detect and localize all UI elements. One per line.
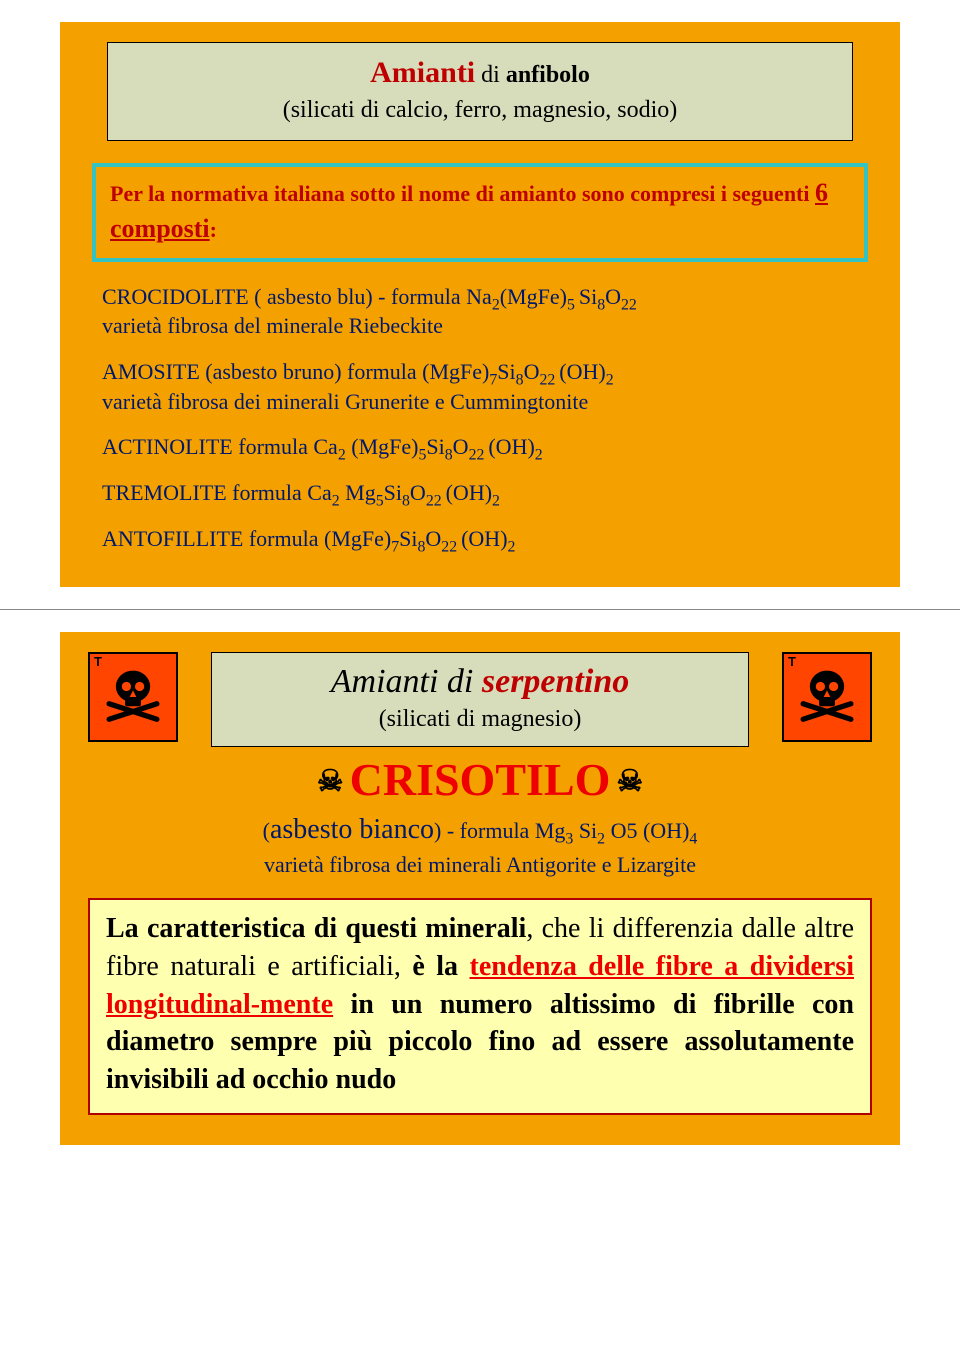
mineral-tremolite: TREMOLITE formula Ca2 Mg5Si8O22 (OH)2 [102,478,858,508]
title-subtitle: (silicati di calcio, ferro, magnesio, so… [283,97,678,123]
mineral-crocidolite: CROCIDOLITE ( asbesto blu) - formula Na2… [102,282,858,341]
characteristic-box: La caratteristica di questi minerali, ch… [88,898,872,1115]
hazard-badge-left: T [88,652,178,742]
title-emphasis: Amianti [370,56,475,89]
char-part-a: La caratteristica di questi minerali [106,913,526,944]
anfibolo-title-box: Amianti di anfibolo (silicati di calcio,… [107,42,853,141]
mineral-amosite: AMOSITE (asbesto bruno) formula (MgFe)7S… [102,357,858,416]
mineral-actinolite: ACTINOLITE formula Ca2 (MgFe)5Si8O22 (OH… [102,432,858,462]
crisotilo-variety: varietà fibrosa dei minerali Antigorite … [88,852,872,878]
slide-anfibolo: Amianti di anfibolo (silicati di calcio,… [60,22,900,587]
hazard-badge-right: T [782,652,872,742]
skull-crossbones-icon [100,664,166,730]
mineral-antofillite: ANTOFILLITE formula (MgFe)7Si8O22 (OH)2 [102,524,858,554]
minerals-list: CROCIDOLITE ( asbesto blu) - formula Na2… [92,282,868,554]
skull-glyph-right-icon: ☠ [610,765,649,798]
skull-crossbones-icon [794,664,860,730]
title-pre: Amianti di [331,663,482,700]
normativa-colon: : [210,217,217,242]
slide-serpentino: T T [60,632,900,1144]
crisotilo-heading: ☠CRISOTILO☠ [88,753,872,806]
skull-glyph-left-icon: ☠ [311,765,350,798]
title-bold: anfibolo [506,62,590,88]
page-2: T T [0,610,960,1166]
crisotilo-formula: (asbesto bianco) - formula Mg3 Si2 O5 (O… [88,814,872,846]
serpentino-title-box: Amianti di serpentino (silicati di magne… [211,652,749,747]
normativa-box: Per la normativa italiana sotto il nome … [92,163,868,262]
title-subtitle: (silicati di magnesio) [220,704,740,734]
normativa-text: Per la normativa italiana sotto il nome … [110,181,815,206]
page-1: Amianti di anfibolo (silicati di calcio,… [0,0,960,609]
char-part-c: è la [412,951,469,982]
title-rest: di [475,62,506,88]
title-emphasis: serpentino [482,663,629,700]
